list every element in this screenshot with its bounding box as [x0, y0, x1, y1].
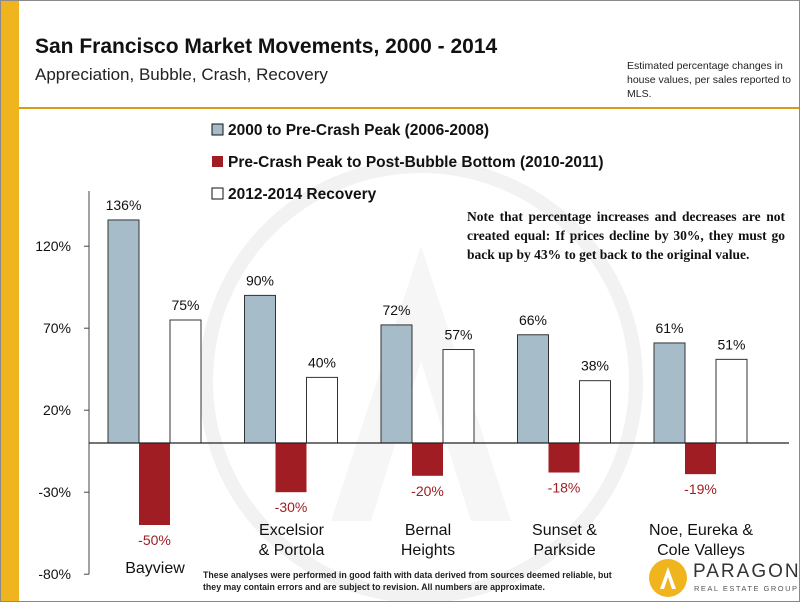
- watermark-logo: [199, 159, 643, 601]
- bar-1-4: [517, 334, 549, 444]
- legend-swatch-3: [211, 187, 224, 200]
- y-tick-label: -30%: [38, 484, 71, 500]
- value-label-3-2: 40%: [308, 354, 336, 370]
- bar-3-4: [579, 380, 611, 444]
- bar-3-5: [715, 358, 748, 444]
- category-label-3: Bernal Heights: [401, 522, 455, 559]
- bar-2-5: [685, 443, 716, 475]
- y-tick-label: -80%: [38, 566, 71, 582]
- bar-2-2: [275, 443, 307, 493]
- legend-swatch-2: [212, 156, 223, 167]
- legend-swatch-1: [211, 123, 224, 136]
- bar-1-1: [107, 219, 140, 444]
- category-label-2: Excelsior & Portola: [259, 522, 325, 559]
- value-label-2-2: -30%: [275, 499, 308, 515]
- legend-label-2: Pre-Crash Peak to Post-Bubble Bottom (20…: [228, 154, 604, 171]
- value-label-1-5: 61%: [655, 320, 683, 336]
- y-tick-label: 120%: [35, 238, 71, 254]
- y-tick-label: 20%: [43, 402, 71, 418]
- value-label-2-4: -18%: [548, 480, 581, 496]
- legend-label-1: 2000 to Pre-Crash Peak (2006-2008): [228, 122, 489, 139]
- category-label-1: Bayview: [125, 560, 185, 577]
- logo-mark-icon: [649, 559, 687, 597]
- bar-1-5: [653, 342, 686, 444]
- bar-3-3: [442, 349, 475, 444]
- disclaimer: These analyses were performed in good fa…: [203, 570, 612, 592]
- bar-1-3: [380, 324, 413, 444]
- bar-3-1: [169, 319, 202, 444]
- category-label-5: Noe, Eureka & Cole Valleys: [649, 522, 753, 559]
- percentage-note: Note that percentage increases and decre…: [467, 209, 785, 262]
- chart-subtitle: Appreciation, Bubble, Crash, Recovery: [35, 65, 328, 84]
- bars: [107, 219, 748, 525]
- value-label-3-4: 38%: [581, 358, 609, 374]
- logo-tagline: REAL ESTATE GROUP: [694, 584, 799, 593]
- y-tick-label: 70%: [43, 320, 71, 336]
- watermark-mark: [331, 246, 511, 521]
- watermark-ring: [199, 159, 643, 601]
- bar-2-4: [548, 443, 580, 473]
- value-label-2-5: -19%: [684, 481, 717, 497]
- accent-bar: [1, 1, 19, 601]
- bar-2-1: [139, 443, 170, 525]
- bar-3-2: [306, 376, 338, 444]
- category-label-4: Sunset & Parkside: [532, 522, 597, 559]
- bar-1-2: [244, 294, 276, 444]
- chart-title: San Francisco Market Movements, 2000 - 2…: [35, 35, 498, 58]
- y-axis: 120% 70% 20% -30% -80%: [35, 191, 90, 582]
- paragon-logo: PARAGON REAL ESTATE GROUP: [649, 557, 799, 601]
- value-label-1-2: 90%: [246, 272, 274, 288]
- header-divider: [19, 107, 799, 109]
- value-label-3-5: 51%: [717, 336, 745, 352]
- legend: 2000 to Pre-Crash Peak (2006-2008) Pre-Cr…: [211, 122, 604, 203]
- logo-name: PARAGON: [693, 561, 800, 582]
- bar-2-3: [412, 443, 443, 476]
- value-label-1-3: 72%: [382, 302, 410, 318]
- value-label-2-3: -20%: [411, 483, 444, 499]
- value-label-3-3: 57%: [444, 327, 472, 343]
- value-label-1-4: 66%: [519, 312, 547, 328]
- value-label-1-1: 136%: [106, 197, 142, 213]
- value-labels: 136% -50% 75% 90% -30% 40% 72% -20% 57% 66% -18% 38…: [106, 197, 746, 548]
- category-labels: Bayview Excelsior & Portola Bernal Heights Su…: [125, 522, 753, 577]
- value-label-2-1: -50%: [138, 532, 171, 548]
- legend-label-3: 2012-2014 Recovery: [228, 186, 377, 203]
- data-source-note: Estimated percentage changes in house va…: [627, 60, 792, 100]
- value-label-3-1: 75%: [171, 297, 199, 313]
